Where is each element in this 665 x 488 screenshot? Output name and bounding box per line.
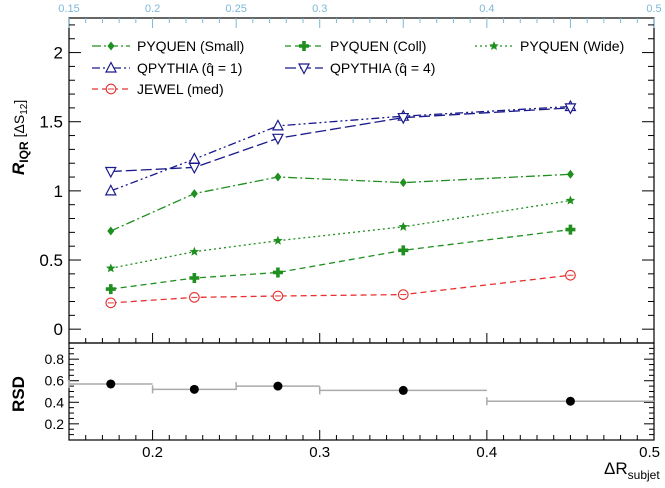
rsd-point bbox=[106, 379, 116, 389]
series bbox=[105, 269, 576, 309]
legend-entry: PYQUEN (Small) bbox=[92, 38, 244, 54]
bottom-panel: 0.2 0.4 0.6 0.8 0.2 0.3 0.4 0.5 RSD ΔRsubjet bbox=[9, 342, 660, 482]
data-point bbox=[299, 41, 310, 51]
series bbox=[104, 103, 577, 179]
series-line bbox=[110, 105, 571, 192]
legend-label: JEWEL (med) bbox=[137, 81, 224, 97]
y-tick-label: 0 bbox=[54, 320, 63, 339]
rsd-data bbox=[68, 379, 654, 406]
y-axis-title-sub: IQR bbox=[17, 141, 31, 163]
rsd-point bbox=[565, 396, 575, 406]
bottom-x-ticks: 0.2 0.3 0.4 0.5 bbox=[68, 430, 660, 461]
data-point bbox=[190, 189, 198, 199]
legend-entry: QPYTHIA (q̂ = 4) bbox=[285, 60, 435, 76]
y-axis-title: RIQR [ΔS12] bbox=[9, 100, 31, 175]
x-axis-title: ΔRsubjet bbox=[604, 459, 660, 482]
top-axis-tick-label: 0.5 bbox=[646, 3, 661, 15]
rsd-point bbox=[189, 384, 199, 394]
data-point bbox=[397, 112, 410, 125]
data-point bbox=[274, 172, 282, 182]
rsd-y-tick-label: 0.6 bbox=[45, 373, 65, 389]
top-axis-tick-label: 0.4 bbox=[479, 3, 494, 15]
rsd-axis-title: RSD bbox=[9, 376, 28, 412]
data-point bbox=[398, 221, 409, 231]
data-point bbox=[107, 41, 115, 51]
legend-label: QPYTHIA (q̂ = 1) bbox=[137, 60, 242, 76]
main-y-ticks: 0 0.5 1 1.5 2 bbox=[39, 24, 655, 344]
series-line bbox=[110, 228, 571, 290]
legend-entry: PYQUEN (Wide) bbox=[475, 38, 624, 54]
series bbox=[105, 224, 576, 295]
x-tick-label: 0.2 bbox=[142, 444, 163, 461]
data-point bbox=[566, 169, 574, 179]
top-axis-tick-label: 0.3 bbox=[312, 3, 327, 15]
series bbox=[106, 195, 576, 273]
data-point bbox=[189, 246, 200, 256]
data-point bbox=[565, 224, 576, 235]
x-axis-title-main: ΔR bbox=[604, 459, 628, 478]
rsd-y-tick-label: 0.4 bbox=[45, 394, 65, 410]
legend-label: PYQUEN (Small) bbox=[137, 38, 244, 54]
y-axis-title-main: R bbox=[9, 162, 28, 175]
top-axis-ticks bbox=[68, 18, 655, 28]
main-series bbox=[104, 99, 577, 309]
series-line bbox=[110, 173, 571, 232]
data-point bbox=[398, 245, 409, 256]
data-point bbox=[104, 166, 117, 179]
x-axis-title-sub: subjet bbox=[628, 468, 661, 482]
top-axis-tick-label: 0.25 bbox=[225, 3, 246, 15]
series bbox=[104, 99, 577, 196]
series bbox=[107, 169, 574, 236]
series-line bbox=[110, 107, 571, 173]
series-line bbox=[110, 199, 571, 269]
series-line bbox=[110, 274, 571, 304]
legend-entry: JEWEL (med) bbox=[92, 81, 224, 97]
data-point bbox=[107, 226, 115, 236]
data-point bbox=[564, 103, 577, 115]
data-point bbox=[273, 235, 283, 245]
data-point bbox=[271, 119, 284, 131]
x-tick-label: 0.5 bbox=[639, 444, 660, 461]
y-axis-title-bracket: [ΔS bbox=[11, 115, 27, 138]
data-point bbox=[188, 162, 201, 175]
rsd-y-tick-label: 0.8 bbox=[45, 351, 65, 367]
legend-label: QPYTHIA (q̂ = 4) bbox=[330, 60, 435, 76]
data-point bbox=[105, 284, 116, 295]
data-point bbox=[489, 41, 499, 51]
data-point bbox=[271, 133, 284, 146]
legend-label: PYQUEN (Coll) bbox=[330, 38, 426, 54]
top-panel: 0.15 0.2 0.25 0.3 0.4 0.5 0 0.5 1 1.5 2 PYQUEN (S… bbox=[9, 3, 662, 344]
rsd-point bbox=[398, 385, 408, 395]
data-point bbox=[189, 273, 200, 284]
bottom-panel-frame bbox=[68, 342, 655, 441]
data-point bbox=[104, 184, 117, 196]
x-tick-label: 0.3 bbox=[309, 444, 330, 461]
data-point bbox=[106, 263, 116, 273]
y-tick-label: 2 bbox=[54, 44, 63, 63]
legend: PYQUEN (Small) PYQUEN (Coll) PYQUEN (Wide)… bbox=[92, 38, 624, 97]
y-axis-title-bracket-sub: 12 bbox=[19, 103, 30, 115]
legend-entry: QPYTHIA (q̂ = 1) bbox=[92, 60, 242, 76]
data-point bbox=[105, 61, 117, 73]
data-point bbox=[272, 267, 283, 278]
rsd-y-ticks: 0.2 0.4 0.6 0.8 bbox=[45, 347, 654, 436]
top-axis-labels: 0.15 0.2 0.25 0.3 0.4 0.5 bbox=[58, 3, 661, 15]
y-axis-title-bracket-close: ] bbox=[11, 100, 27, 104]
top-axis-tick-label: 0.15 bbox=[58, 3, 79, 15]
legend-entry: PYQUEN (Coll) bbox=[285, 38, 426, 54]
top-axis-tick-label: 0.2 bbox=[145, 3, 160, 15]
data-point bbox=[188, 152, 201, 164]
rsd-y-tick-label: 0.2 bbox=[45, 416, 65, 432]
x-tick-label: 0.4 bbox=[476, 444, 497, 461]
data-point bbox=[399, 178, 407, 188]
data-point bbox=[298, 63, 310, 75]
legend-label: PYQUEN (Wide) bbox=[520, 38, 624, 54]
rsd-point bbox=[273, 381, 283, 391]
y-tick-label: 1 bbox=[54, 182, 63, 201]
y-tick-label: 0.5 bbox=[39, 251, 63, 270]
y-tick-label: 1.5 bbox=[39, 113, 63, 132]
data-point bbox=[565, 195, 576, 205]
